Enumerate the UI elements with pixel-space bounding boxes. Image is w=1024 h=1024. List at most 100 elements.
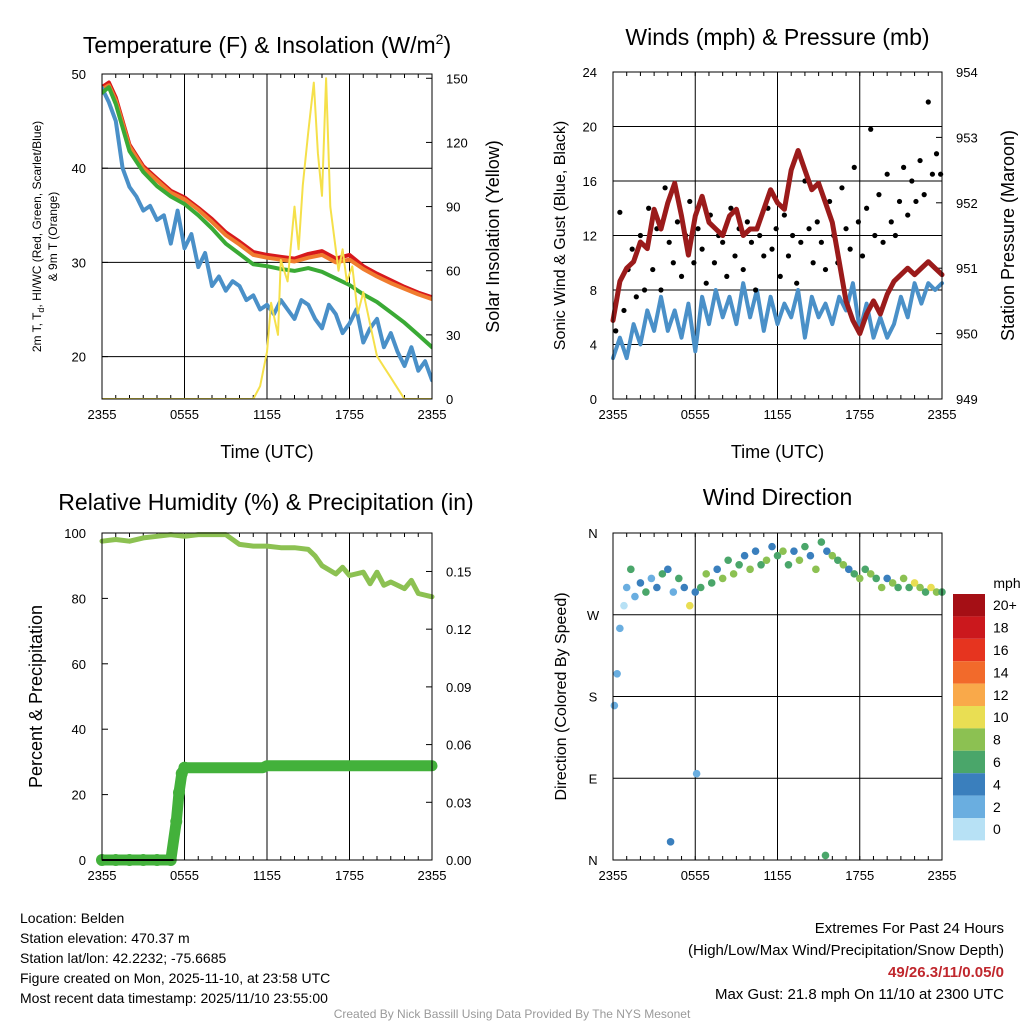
legend-label: 16: [993, 642, 1009, 658]
direction-point: [666, 838, 675, 846]
y-axis-label-left: Direction (Colored By Speed): [553, 592, 570, 800]
gust-point: [728, 205, 734, 211]
gust-point: [703, 280, 709, 286]
legend-label: 4: [993, 776, 1001, 792]
gust-point: [699, 246, 705, 252]
series-line-9m-t: [102, 83, 432, 302]
direction-point: [883, 574, 891, 583]
gust-point: [695, 226, 701, 232]
figure-created: Figure created on Mon, 2025-11-10, at 23…: [20, 970, 331, 986]
chart-title: Winds (mph) & Pressure (mb): [625, 24, 929, 50]
direction-point: [664, 565, 672, 574]
direction-point: [921, 588, 930, 596]
y-right-tick-label: 0.03: [446, 795, 471, 810]
y-left-tick-label: 24: [583, 65, 597, 80]
legend-label: 10: [993, 709, 1009, 725]
legend-swatch: [953, 728, 985, 751]
gust-point: [822, 266, 829, 273]
direction-point: [861, 565, 870, 574]
gust-point: [678, 273, 685, 279]
gust-point: [851, 164, 857, 170]
gust-point: [785, 253, 792, 259]
y-right-tick-label: 0.00: [446, 853, 471, 868]
direction-point: [610, 701, 619, 710]
gust-point: [621, 307, 627, 314]
x-tick-label: 1755: [845, 868, 874, 883]
y-right-tick-label: 952: [956, 196, 978, 211]
direction-point: [740, 551, 749, 560]
legend-swatch: [953, 773, 985, 796]
direction-point: [613, 669, 621, 678]
gust-point: [687, 198, 693, 205]
y-right-tick-label: 951: [956, 261, 978, 276]
legend-title: mph: [993, 575, 1020, 591]
gust-point: [864, 205, 870, 211]
gust-point: [929, 171, 936, 177]
chart-title: Relative Humidity (%) & Precipitation (i…: [58, 489, 473, 515]
extremes-legend: (High/Low/Max Wind/Precipitation/Snow De…: [688, 942, 1004, 959]
gust-point: [884, 171, 890, 177]
legend-label: 14: [993, 664, 1009, 680]
gust-point: [769, 246, 775, 252]
direction-point: [784, 560, 793, 569]
gust-point: [814, 219, 820, 225]
direction-point: [817, 538, 826, 546]
direction-point: [790, 547, 798, 555]
gust-point: [806, 226, 812, 232]
x-tick-label: 1755: [335, 868, 364, 883]
direction-point: [927, 583, 935, 592]
gust-point: [794, 280, 800, 286]
recent-data-timestamp: Most recent data timestamp: 2025/11/10 2…: [20, 990, 328, 1006]
series-line-relative-humidity: [99, 532, 435, 600]
max-gust: Max Gust: 21.8 mph On 11/10 at 2300 UTC: [714, 986, 1004, 1003]
x-tick-label: 0555: [170, 868, 199, 883]
direction-point: [616, 624, 624, 633]
y-right-tick-label: 0.06: [446, 738, 471, 753]
gust-point: [748, 239, 755, 245]
extremes-values: 49/26.3/11/0.05/0: [888, 964, 1004, 981]
direction-point: [675, 574, 683, 583]
gust-point: [666, 239, 672, 245]
gust-point: [810, 260, 816, 266]
y-right-tick-label: 953: [956, 130, 978, 145]
x-tick-label: 2355: [928, 407, 957, 422]
gust-point: [921, 192, 927, 198]
legend-swatch: [953, 706, 985, 729]
y-left-tick-label: 50: [72, 67, 86, 82]
y-right-tick-label: 30: [446, 328, 460, 343]
gust-point: [901, 164, 907, 170]
direction-point: [669, 588, 678, 596]
y-left-tick-label: 40: [72, 722, 86, 737]
direction-point: [855, 574, 864, 583]
gust-point: [781, 212, 787, 218]
direction-point: [713, 565, 721, 574]
gust-point: [646, 205, 652, 211]
gust-point: [868, 126, 874, 132]
gust-point: [773, 226, 779, 232]
temperature-series: [102, 77, 432, 399]
gust-point: [662, 185, 668, 191]
direction-point: [905, 583, 913, 592]
direction-point: [702, 570, 711, 578]
direction-point: [746, 565, 754, 574]
direction-point: [910, 579, 919, 587]
direction-point: [844, 565, 853, 574]
plot-border: [612, 71, 943, 400]
gust-point: [855, 219, 861, 225]
y-right-tick-label: 954: [956, 65, 978, 80]
y-left-tick-label: 60: [72, 657, 86, 672]
direction-point: [823, 547, 831, 555]
y-axis-label-left-line2: & 9m T (Orange): [46, 192, 60, 282]
gust-point: [913, 198, 919, 205]
y-axis-label-left: 2m T, Td, HI/WC (Red, Green, Scarlet/Blu…: [30, 121, 46, 352]
credit-line: Created By Nick Bassill Using Data Provi…: [333, 1007, 691, 1021]
direction-point: [773, 551, 782, 560]
direction-point: [916, 583, 924, 592]
direction-tick-label: E: [589, 771, 598, 786]
y-right-tick-label: 120: [446, 135, 468, 150]
gust-point: [847, 246, 853, 252]
direction-point: [729, 570, 738, 578]
legend-label: 2: [993, 799, 1001, 815]
direction-point: [888, 579, 897, 587]
